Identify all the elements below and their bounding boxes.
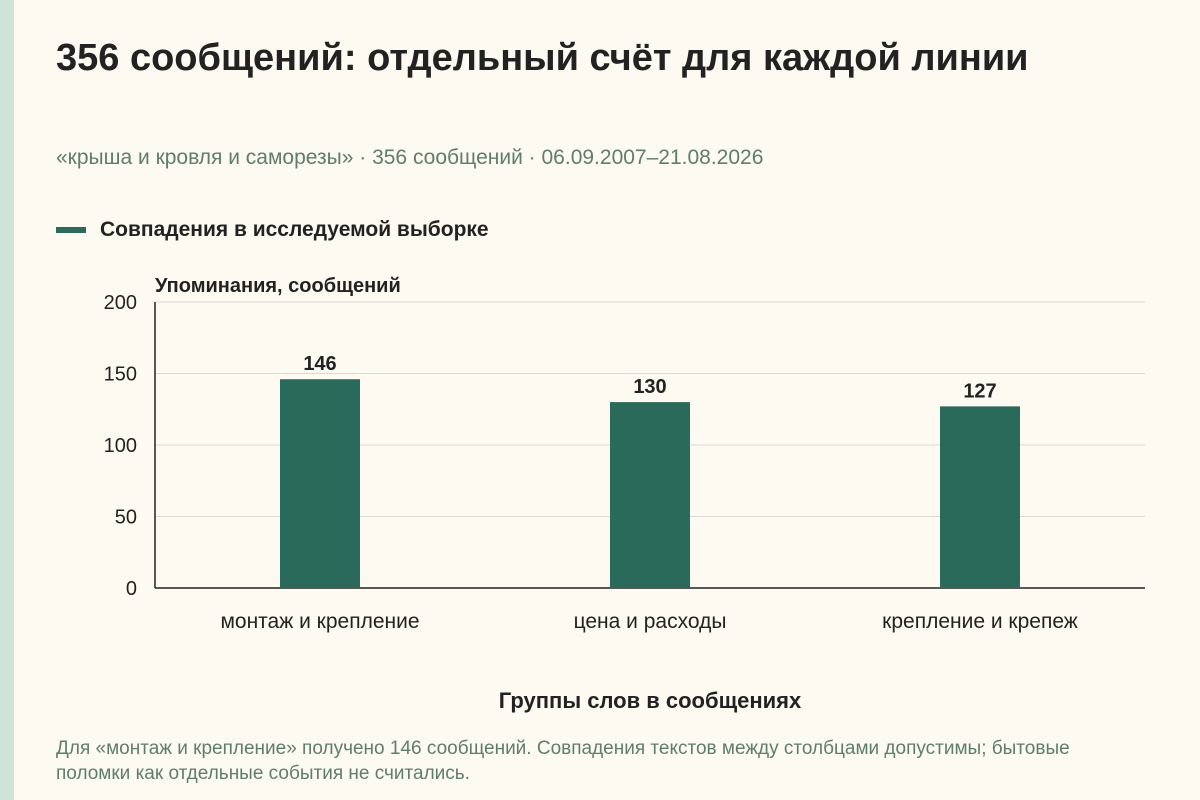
bar-value-label: 127 [963,380,996,402]
x-tick-label: монтаж и крепление [220,610,419,633]
y-tick-label: 0 [126,578,137,600]
accent-strip [0,0,14,800]
y-tick-label: 100 [104,435,137,457]
legend-label: Совпадения в исследуемой выборке [100,218,489,241]
legend: Совпадения в исследуемой выборке [56,218,489,242]
bar-value-label: 146 [303,353,336,375]
chart-title: 356 сообщений: отдельный счёт для каждой… [56,37,1029,79]
y-axis-title: Упоминания, сообщений [155,275,401,297]
bar [280,379,360,588]
y-tick-label: 150 [104,364,137,386]
footnote: Для «монтаж и крепление» получено 146 со… [56,738,1070,784]
legend-swatch [56,227,86,233]
bar [940,406,1020,588]
chart-subtitle: «крыша и кровля и саморезы» · 356 сообще… [56,146,764,169]
x-axis-title: Группы слов в сообщениях [499,688,802,713]
bar-value-label: 130 [633,376,666,398]
x-tick-label: крепление и крепеж [882,610,1078,633]
y-tick-label: 200 [104,292,137,314]
x-tick-label: цена и расходы [574,610,727,633]
y-tick-label: 50 [115,507,137,529]
bar [610,402,690,588]
